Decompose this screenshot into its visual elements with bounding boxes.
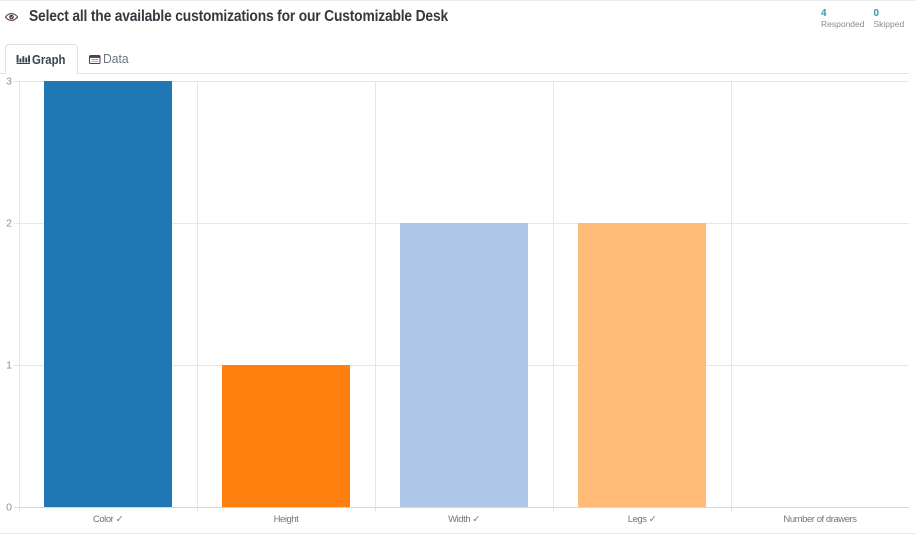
svg-text:3: 3 <box>6 76 12 88</box>
svg-text:Legs ✓: Legs ✓ <box>628 514 657 525</box>
svg-text:Width ✓: Width ✓ <box>448 514 480 525</box>
svg-text:2: 2 <box>6 218 12 230</box>
svg-text:Color ✓: Color ✓ <box>93 514 123 525</box>
svg-text:Height: Height <box>274 514 300 525</box>
svg-text:Number of drawers: Number of drawers <box>783 514 857 525</box>
svg-text:1: 1 <box>6 360 12 372</box>
svg-text:0: 0 <box>6 502 12 514</box>
